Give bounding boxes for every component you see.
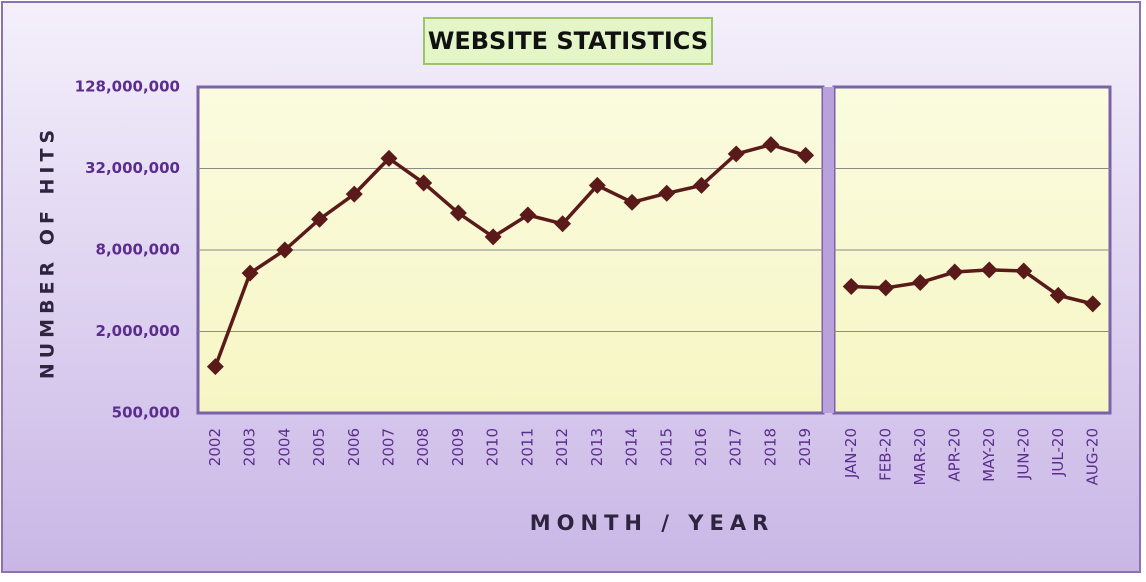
y-tick-label: 2,000,000	[96, 322, 180, 340]
x-tick-label: 2006	[345, 428, 363, 466]
x-tick-label: 2008	[414, 428, 432, 466]
x-tick-label: APR-20	[945, 428, 963, 482]
marker	[762, 136, 780, 154]
marker	[276, 241, 294, 259]
x-tick-label: AUG-20	[1083, 428, 1101, 485]
x-tick-label: 2019	[796, 428, 814, 466]
y-tick-label: 128,000,000	[75, 78, 180, 96]
title-box	[423, 17, 713, 65]
marker	[345, 185, 363, 203]
x-tick-label: 2007	[379, 428, 397, 466]
marker	[980, 261, 998, 279]
x-tick-label: 2013	[588, 428, 606, 466]
x-tick-label: 2016	[692, 428, 710, 466]
y-tick-label: 32,000,000	[85, 159, 180, 177]
x-tick-label: MAY-20	[980, 428, 998, 482]
x-tick-label: 2011	[518, 428, 536, 466]
x-tick-label: 2012	[553, 428, 571, 466]
x-tick-label: 2017	[727, 428, 745, 466]
marker	[588, 176, 606, 194]
marker	[519, 206, 537, 224]
x-tick-label: 2003	[241, 428, 259, 466]
marker	[658, 184, 676, 202]
marker	[380, 149, 398, 167]
x-tick-label: 2004	[275, 428, 293, 466]
y-axis-label: NUMBER OF HITS	[37, 125, 59, 379]
divider	[823, 87, 834, 413]
marker	[415, 174, 433, 192]
marker	[623, 193, 641, 211]
marker	[727, 145, 745, 163]
x-tick-label: JUN-20	[1014, 428, 1032, 480]
y-tick-label: 500,000	[112, 404, 180, 422]
x-tick-label: 2005	[310, 428, 328, 466]
marker	[946, 263, 964, 281]
marker	[842, 278, 860, 295]
x-axis-label: MONTH / YEAR	[530, 511, 775, 535]
x-tick-label: 2015	[657, 428, 675, 466]
marker	[484, 228, 502, 246]
marker	[877, 279, 895, 297]
marker	[206, 358, 224, 376]
marker	[797, 146, 815, 164]
x-tick-label: 2009	[449, 428, 467, 466]
x-tick-label: JAN-20	[842, 428, 860, 479]
marker	[911, 274, 929, 292]
x-tick-label: JUL-20	[1049, 428, 1067, 477]
marker	[554, 215, 572, 233]
x-tick-label: 2010	[484, 428, 502, 466]
marker	[692, 176, 710, 194]
x-tick-label: 2014	[623, 428, 641, 466]
x-tick-label: MAR-20	[911, 428, 929, 486]
marker	[449, 204, 467, 222]
y-tick-label: 8,000,000	[96, 241, 180, 259]
x-tick-label: 2018	[761, 428, 779, 466]
x-tick-label: 2002	[206, 428, 224, 466]
x-tick-label: FEB-20	[876, 428, 894, 481]
chart-title: WEBSITE STATISTICS	[428, 27, 708, 55]
line	[213, 142, 807, 368]
marker	[311, 210, 329, 228]
